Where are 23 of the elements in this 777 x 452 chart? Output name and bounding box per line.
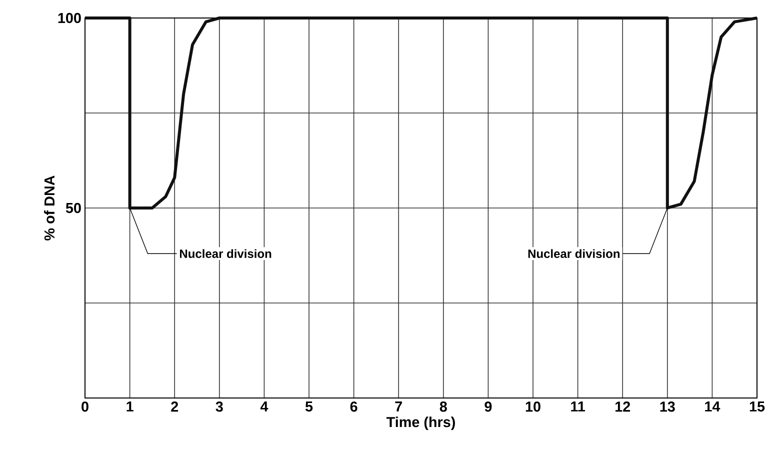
annotation: Nuclear division [180,249,272,258]
x-tick-label: 1 [126,402,134,412]
x-axis-title: Time (hrs) [386,416,455,430]
x-tick-label: 10 [526,402,540,412]
x-tick-label: 8 [440,402,447,412]
x-tick-label: 12 [616,402,630,412]
x-tick-label: 9 [484,402,492,412]
x-tick-label: 6 [350,402,358,412]
line-series [84,16,758,210]
x-tick-label: 4 [260,402,268,412]
x-tick-label: 5 [305,402,313,412]
x-tick-label: 11 [571,402,586,412]
y-tick-label: 50 [66,202,81,214]
x-tick-label: 13 [660,402,675,412]
y-axis-title: % of DNA [44,176,55,240]
x-tick-label: 14 [705,402,720,412]
annotation: Nuclear division [528,249,620,258]
x-tick-label: 2 [171,402,178,412]
x-tick-label: 3 [216,402,223,412]
x-tick-label: 7 [395,402,402,412]
x-tick-label: 15 [750,402,765,412]
y-tick-label: 100 [58,12,81,24]
x-tick-label: 0 [82,402,88,412]
